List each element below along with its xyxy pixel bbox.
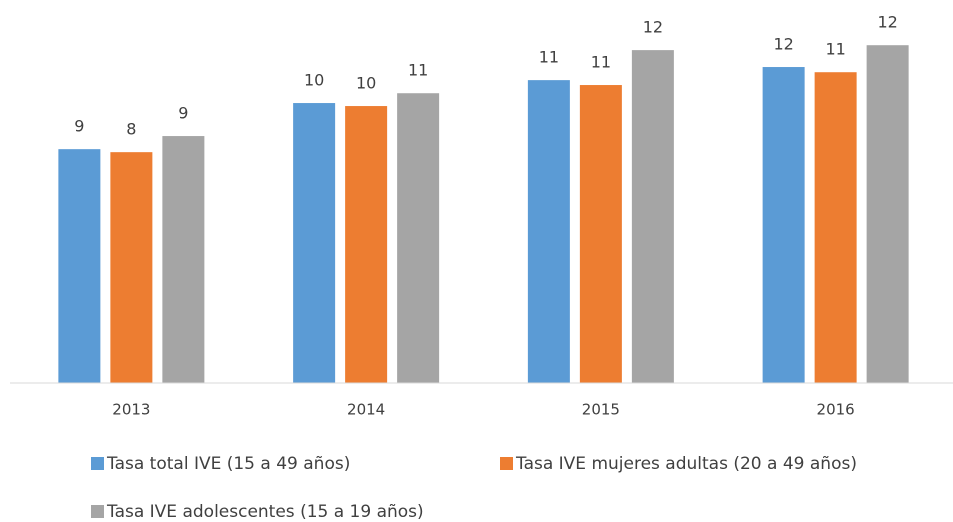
bar (345, 106, 388, 384)
data-label: 9 (178, 104, 188, 123)
data-label: 12 (773, 35, 793, 54)
legend-swatch (91, 505, 104, 518)
legend-label: Tasa total IVE (15 a 49 años) (106, 454, 350, 474)
data-label: 11 (539, 48, 559, 67)
data-label: 12 (643, 18, 663, 37)
bar (58, 149, 101, 383)
bar (631, 50, 674, 383)
bar (110, 152, 153, 383)
x-tick-label: 2015 (582, 401, 620, 419)
data-label: 11 (591, 53, 611, 72)
x-tick-label: 2014 (347, 401, 385, 419)
bar (397, 93, 440, 384)
legend-label: Tasa IVE adolescentes (15 a 19 años) (106, 502, 424, 522)
bar (762, 67, 805, 383)
data-label: 10 (356, 74, 376, 93)
legend-swatch (500, 457, 513, 470)
bar (814, 72, 857, 384)
data-label: 12 (877, 13, 897, 32)
x-tick-label: 2016 (817, 401, 855, 419)
data-label: 11 (825, 40, 845, 59)
data-label: 10 (304, 71, 324, 90)
bar (866, 45, 909, 384)
bar (162, 136, 205, 383)
x-tick-label: 2013 (112, 401, 150, 419)
bar (293, 103, 336, 383)
data-label: 11 (408, 61, 428, 80)
legend-swatch (91, 457, 104, 470)
data-label: 8 (126, 120, 136, 139)
bar (527, 80, 570, 383)
legend-label: Tasa IVE mujeres adultas (20 a 49 años) (515, 454, 857, 474)
bar (579, 85, 622, 383)
data-label: 9 (74, 117, 84, 136)
